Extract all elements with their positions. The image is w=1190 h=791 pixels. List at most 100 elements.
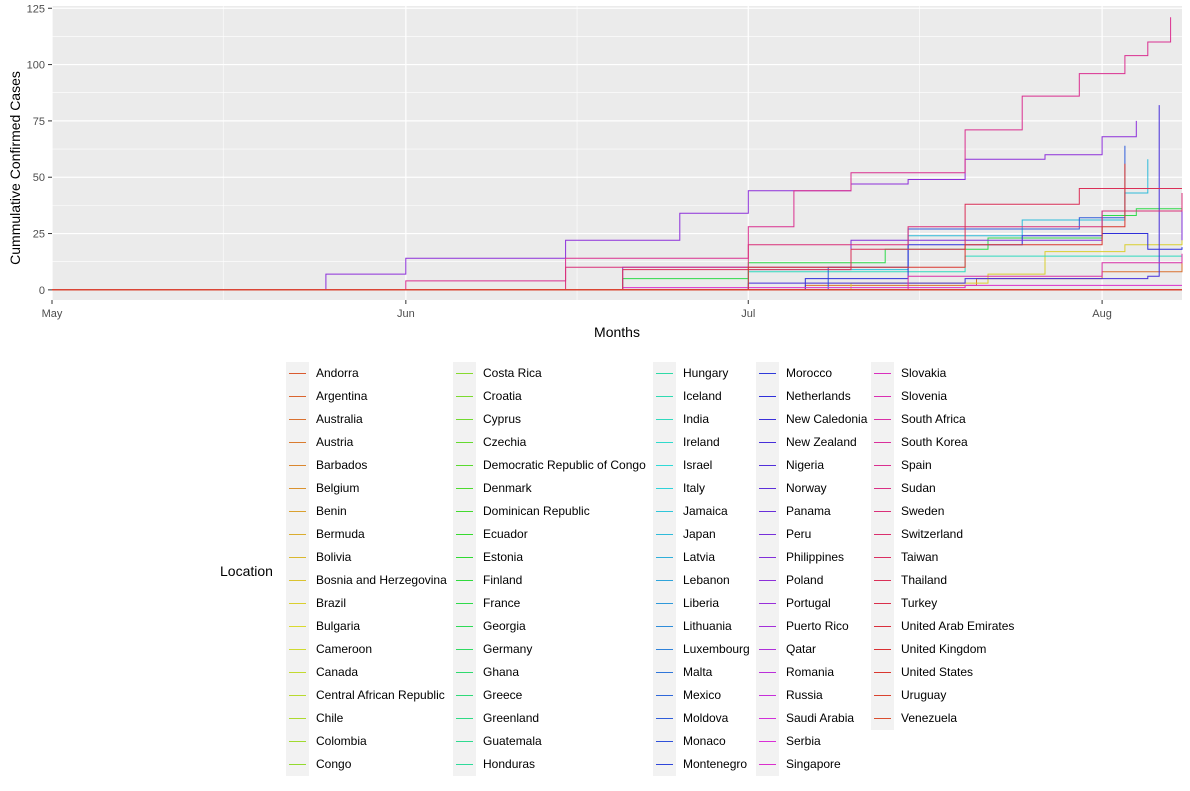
legend-swatch [874,557,891,558]
legend-label: Cameroon [316,642,373,656]
legend-key [286,500,309,523]
legend-label: Bulgaria [316,619,361,633]
legend-swatch [759,603,776,604]
legend-key [286,661,309,684]
legend-swatch [456,649,473,650]
legend-swatch [874,718,891,719]
legend-key [453,753,476,776]
legend-key [653,615,676,638]
legend-swatch [456,465,473,466]
legend-swatch [656,488,673,489]
plot-panel [52,6,1182,300]
legend-swatch [456,603,473,604]
legend-key [453,592,476,615]
legend-swatch [874,672,891,673]
legend-key [286,362,309,385]
legend-swatch [656,557,673,558]
legend-label: Turkey [901,596,938,610]
legend-swatch [656,649,673,650]
legend-label: Singapore [786,757,841,771]
legend-swatch [759,465,776,466]
legend-key [756,592,779,615]
legend-label: Democratic Republic of Congo [483,458,646,472]
legend-key [286,730,309,753]
legend-label: South Africa [901,412,966,426]
legend-key [871,523,894,546]
legend-label: Slovenia [901,389,948,403]
legend-key [453,707,476,730]
legend-swatch [289,488,306,489]
legend-key [871,500,894,523]
legend-key [286,431,309,454]
legend-swatch [456,511,473,512]
legend-swatch [874,511,891,512]
legend-key [653,477,676,500]
legend-key [286,546,309,569]
legend-label: New Caledonia [786,412,868,426]
legend-key [871,638,894,661]
legend-swatch [456,419,473,420]
legend-key [453,385,476,408]
legend-label: Latvia [683,550,716,564]
legend-swatch [656,626,673,627]
legend-swatch [289,511,306,512]
legend-label: Benin [316,504,347,518]
legend-label: Netherlands [786,389,851,403]
legend-label: Australia [316,412,363,426]
legend-swatch [759,695,776,696]
legend-label: Sweden [901,504,945,518]
legend-key [653,431,676,454]
legend-swatch [289,442,306,443]
legend-swatch [874,373,891,374]
legend-swatch [759,442,776,443]
legend-swatch [456,626,473,627]
y-axis-ticks: 0 25 50 75 100 125 [27,3,52,297]
legend-key [453,615,476,638]
series-line [268,17,1172,291]
legend-key [756,707,779,730]
legend-swatch [656,534,673,535]
legend-swatch [289,626,306,627]
legend-swatch [456,396,473,397]
x-tick-label: Jul [741,308,755,320]
legend-key [653,362,676,385]
legend-swatch [759,419,776,420]
legend-label: Romania [786,665,835,679]
legend-swatch [289,649,306,650]
legend-label: Lebanon [683,573,730,587]
legend-swatch [874,580,891,581]
legend-label: Cyprus [483,412,522,426]
legend-key [453,661,476,684]
legend-key [653,638,676,661]
legend-key [871,707,894,730]
legend-label: Bermuda [316,527,365,541]
legend-label: Lithuania [683,619,732,633]
legend-swatch [874,419,891,420]
legend-label: United Kingdom [901,642,987,656]
legend-swatch [656,741,673,742]
legend-swatch [656,511,673,512]
legend-key [453,431,476,454]
legend-label: Panama [786,504,831,518]
legend-key [756,684,779,707]
legend-swatch [456,557,473,558]
legend-swatch [289,465,306,466]
legend-key [756,569,779,592]
legend-key [653,569,676,592]
legend-swatch [456,534,473,535]
legend-label: Moldova [683,711,729,725]
legend-key [286,638,309,661]
legend-key [286,707,309,730]
legend-swatch [874,649,891,650]
legend-label: Taiwan [901,550,939,564]
legend-label: Slovakia [901,366,947,380]
legend-label: Congo [316,757,352,771]
legend-key [871,615,894,638]
legend-label: Guatemala [483,734,542,748]
legend-swatch [759,557,776,558]
legend-swatch [759,626,776,627]
legend-label: Colombia [316,734,367,748]
legend-key [286,684,309,707]
legend-swatch [874,396,891,397]
legend-label: Nigeria [786,458,825,472]
